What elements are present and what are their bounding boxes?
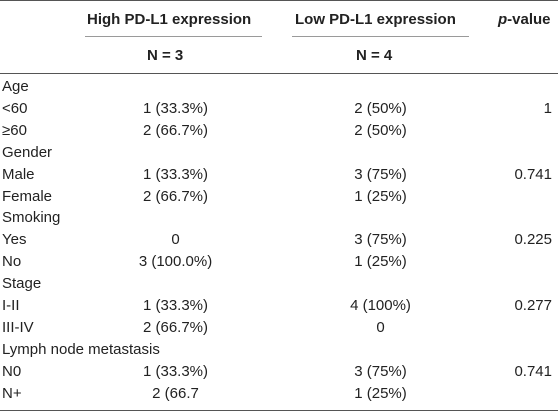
row-low-value: 4 (100%) <box>350 297 411 314</box>
row-high-value: 1 (33.3%) <box>142 297 209 314</box>
row-high-value: 2 (66.7 <box>152 385 199 402</box>
row-label: N+ <box>2 385 22 402</box>
table-bottom-rule <box>0 410 558 411</box>
header-high-expression: High PD-L1 expression <box>87 11 252 28</box>
row-low-value: 3 (75%) <box>354 231 407 248</box>
row-pvalue: 1 <box>543 100 552 117</box>
row-pvalue: 0.741 <box>514 166 552 183</box>
row-label: Smoking <box>2 209 61 226</box>
row-high-value: 1 (33.3%) <box>142 100 209 117</box>
row-pvalue: 0.277 <box>514 297 552 314</box>
table-top-rule <box>0 0 558 1</box>
header-n-low: N = 4 <box>356 47 393 64</box>
row-label: Male <box>2 166 35 183</box>
row-label: Gender <box>2 144 53 161</box>
row-high-value: 1 (33.3%) <box>142 166 209 183</box>
row-label: I-II <box>2 297 20 314</box>
row-pvalue: 0.225 <box>514 231 552 248</box>
row-high-value: 2 (66.7%) <box>142 122 209 139</box>
row-high-value: 1 (33.3%) <box>142 363 209 380</box>
row-label: N0 <box>2 363 22 380</box>
header-low-expression: Low PD-L1 expression <box>295 11 456 28</box>
row-high-value: 3 (100.0%) <box>138 253 213 270</box>
row-low-value: 1 (25%) <box>354 253 407 270</box>
row-label: Stage <box>2 275 42 292</box>
row-pvalue: 0.741 <box>514 363 552 380</box>
row-label: ≥60 <box>2 122 27 139</box>
row-low-value: 3 (75%) <box>354 363 407 380</box>
row-label: Lymph node metastasis <box>2 341 160 358</box>
header-low-underline <box>292 36 469 37</box>
header-n-high: N = 3 <box>147 47 184 64</box>
row-label: Age <box>2 78 29 95</box>
header-bottom-rule <box>0 73 558 74</box>
row-label: <60 <box>2 100 28 117</box>
row-high-value: 2 (66.7%) <box>142 188 209 205</box>
row-low-value: 2 (50%) <box>354 122 407 139</box>
row-low-value: 0 <box>376 319 385 336</box>
row-high-value: 0 <box>171 231 180 248</box>
row-label: No <box>2 253 22 270</box>
row-low-value: 2 (50%) <box>354 100 407 117</box>
row-high-value: 2 (66.7%) <box>142 319 209 336</box>
row-low-value: 1 (25%) <box>354 188 407 205</box>
row-label: Yes <box>2 231 27 248</box>
row-label: III-IV <box>2 319 34 336</box>
row-low-value: 3 (75%) <box>354 166 407 183</box>
row-label: Female <box>2 188 53 205</box>
row-low-value: 1 (25%) <box>354 385 407 402</box>
header-pvalue: p-value <box>498 11 551 28</box>
header-high-underline <box>85 36 262 37</box>
